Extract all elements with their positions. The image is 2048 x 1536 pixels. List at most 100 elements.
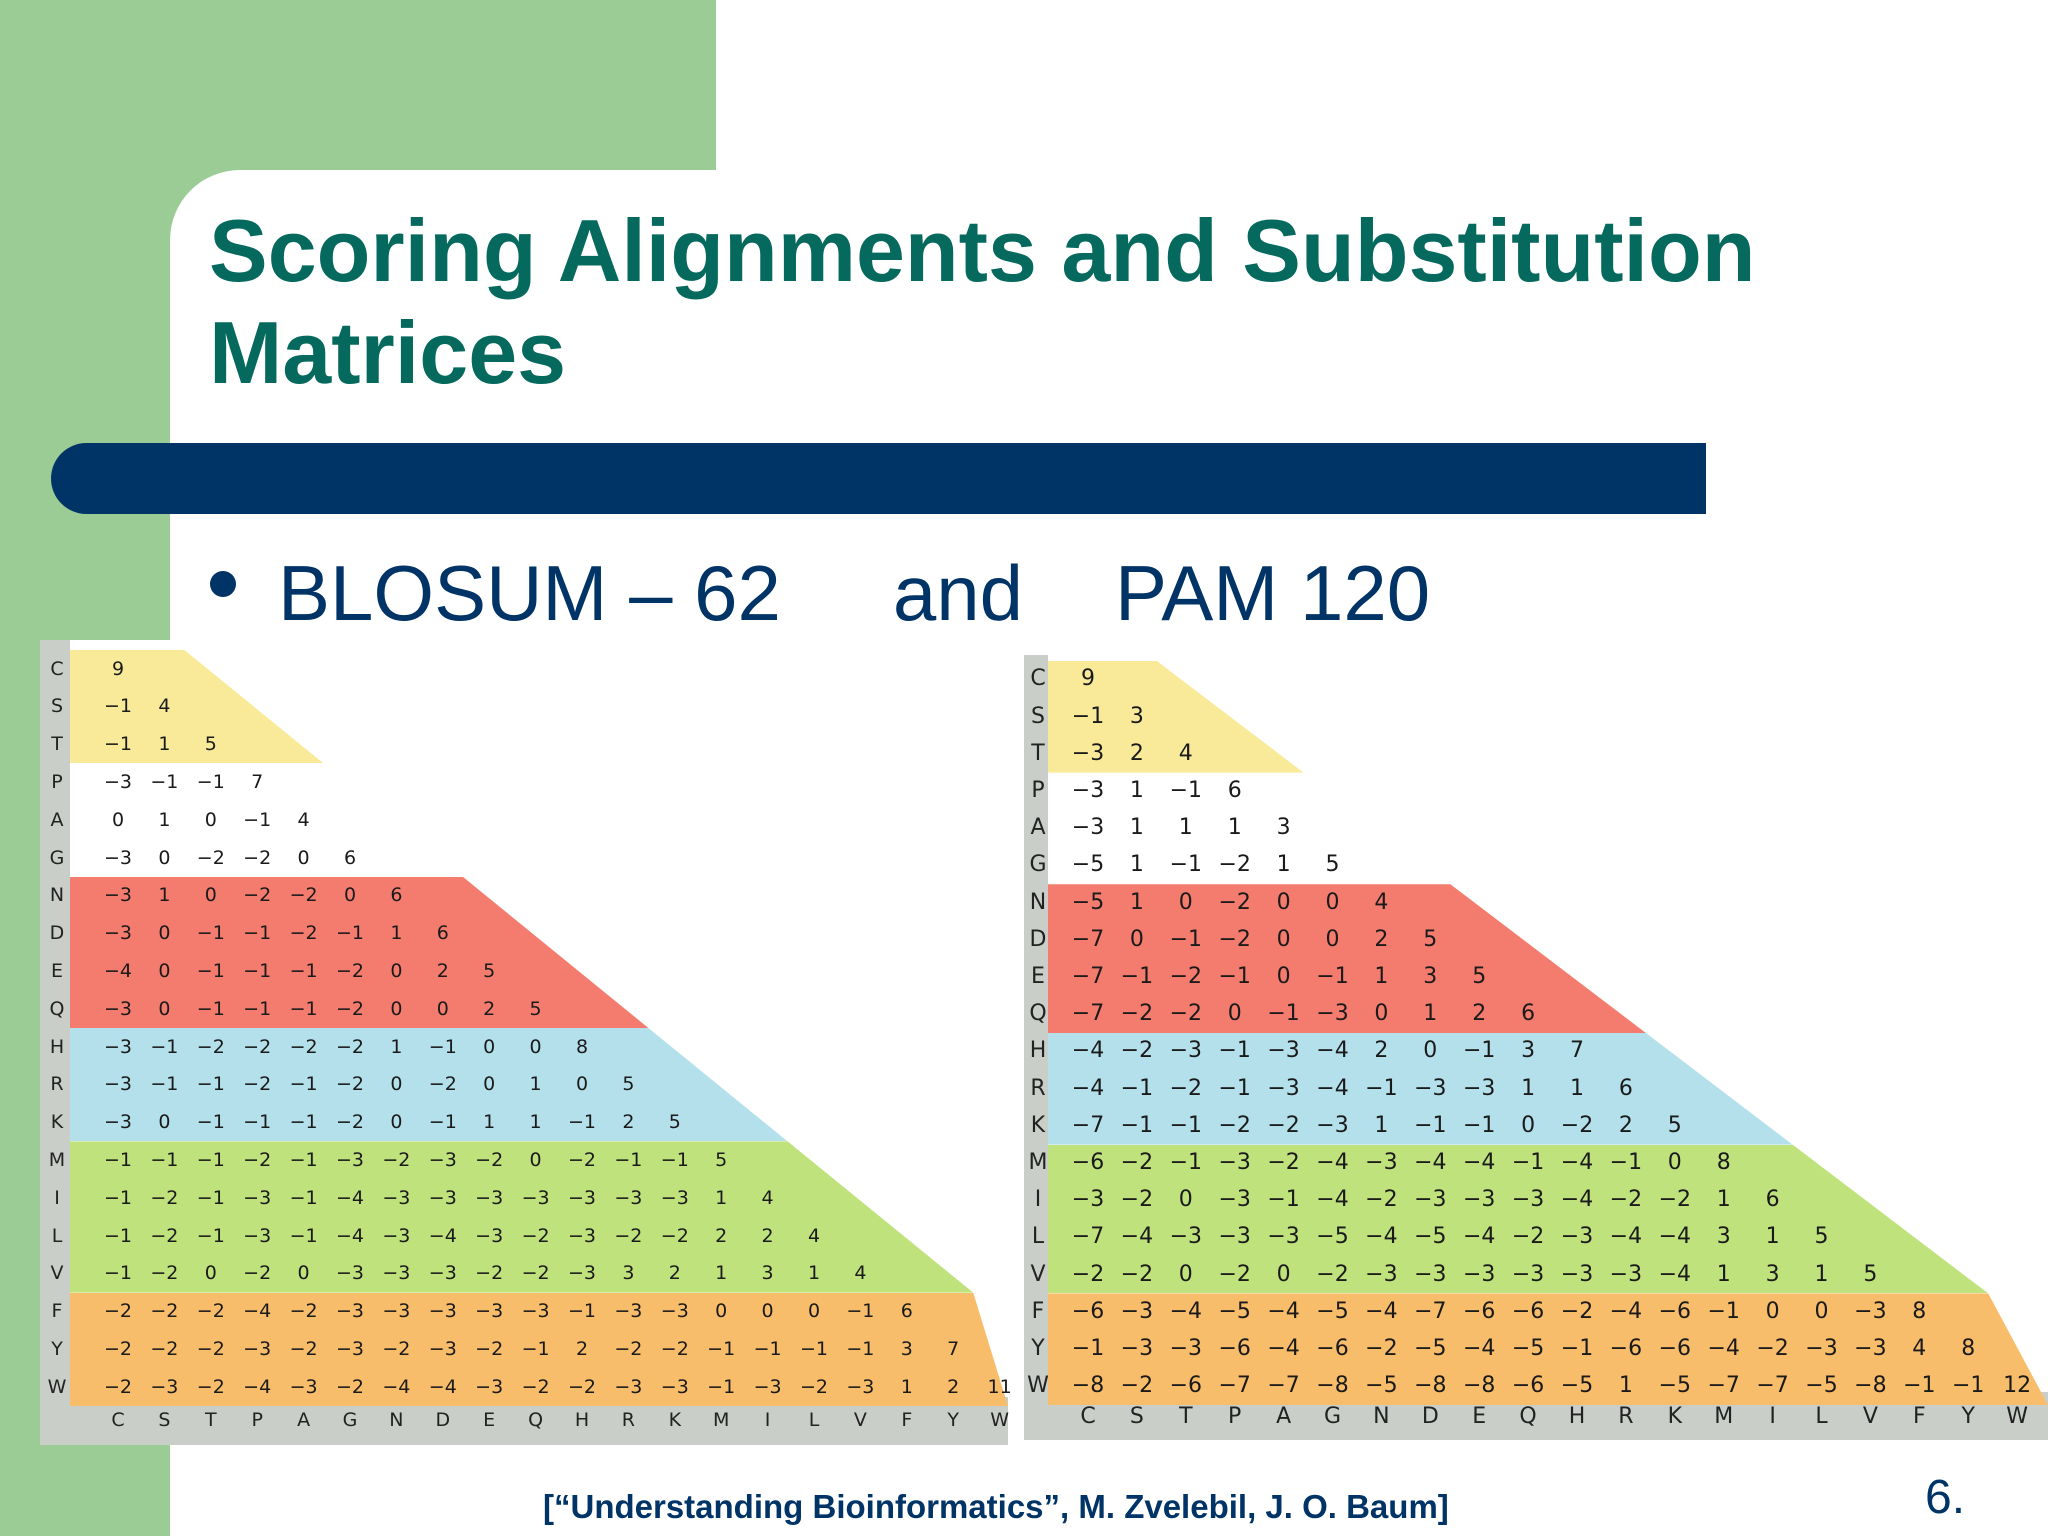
matrix-cell: −3: [1462, 1261, 1496, 1287]
matrix-cell: −1: [289, 1073, 318, 1096]
matrix-cell: 2: [1129, 740, 1144, 766]
matrix-cell: −3: [428, 1186, 457, 1209]
matrix-cell: −2: [289, 1300, 318, 1323]
matrix-cell: −2: [335, 1073, 365, 1096]
matrix-cell: −1: [243, 922, 272, 945]
matrix-cell: 0: [1423, 1038, 1438, 1064]
matrix-cell: −1: [1414, 1112, 1447, 1138]
row-label: D: [1029, 926, 1047, 952]
matrix-cell: 0: [1276, 926, 1291, 952]
matrix-cell: −3: [335, 1337, 365, 1360]
matrix-cell: −3: [428, 1300, 457, 1323]
matrix-cell: −4: [1658, 1224, 1692, 1250]
matrix-cell: 5: [1472, 964, 1487, 989]
matrix-cell: −1: [1462, 1038, 1496, 1064]
matrix-cell: −2: [1560, 1112, 1594, 1138]
row-label: L: [51, 1224, 63, 1247]
column-label: L: [808, 1409, 820, 1431]
matrix-cell: 0: [529, 1035, 542, 1058]
matrix-cell: 9: [1081, 666, 1095, 692]
matrix-cell: −1: [753, 1337, 782, 1360]
matrix-cell: −1: [196, 959, 225, 982]
column-label: Q: [1519, 1404, 1537, 1429]
matrix-cell: 5: [715, 1148, 728, 1171]
matrix-cell: −1: [196, 997, 225, 1020]
matrix-cell: −4: [1316, 1075, 1349, 1101]
matrix-cell: −3: [660, 1300, 689, 1323]
matrix-cell: −1: [1169, 926, 1203, 952]
matrix-cell: −8: [1462, 1373, 1496, 1399]
matrix-cell: −4: [1316, 1150, 1349, 1175]
matrix-cell: −3: [1462, 1187, 1496, 1213]
matrix-cell: −1: [196, 1224, 225, 1247]
matrix-cell: −1: [1169, 778, 1203, 803]
matrix-cell: −3: [103, 922, 133, 945]
bullet-and-label: and: [892, 548, 1024, 637]
matrix-cell: 0: [1325, 889, 1340, 915]
matrix-cell: −2: [335, 1111, 365, 1134]
matrix-cell: −1: [846, 1300, 875, 1323]
matrix-cell: 6: [1618, 1075, 1633, 1101]
matrix-cell: −4: [1365, 1224, 1398, 1250]
matrix-cell: 0: [575, 1073, 589, 1096]
matrix-cell: −2: [567, 1375, 597, 1398]
matrix-cell: −5: [1071, 889, 1105, 915]
matrix-cell: −3: [335, 1300, 365, 1323]
matrix-cell: −3: [103, 770, 133, 793]
matrix-cell: −2: [799, 1375, 829, 1398]
matrix-cell: 0: [1276, 889, 1291, 915]
matrix-cell: −2: [1218, 926, 1251, 952]
row-label: H: [49, 1035, 65, 1058]
matrix-cell: −1: [1218, 964, 1251, 989]
matrix-cell: −2: [1120, 1038, 1154, 1064]
row-label: P: [1031, 778, 1045, 803]
row-label: T: [1031, 740, 1045, 766]
matrix-cell: −2: [103, 1337, 133, 1360]
matrix-cell: −2: [196, 846, 225, 869]
matrix-cell: −2: [1218, 852, 1251, 878]
matrix-cell: −1: [567, 1300, 597, 1323]
matrix-cell: −2: [1218, 1261, 1251, 1287]
matrix-cell: −4: [1414, 1150, 1447, 1175]
matrix-cell: −2: [103, 1300, 133, 1323]
matrix-cell: −2: [196, 1337, 225, 1360]
matrix-cell: −2: [243, 884, 272, 907]
matrix-cell: 3: [1276, 815, 1291, 841]
row-label: S: [1031, 703, 1045, 729]
column-label: S: [158, 1409, 171, 1431]
matrix-cell: −2: [150, 1224, 179, 1247]
matrix-cell: −2: [475, 1337, 504, 1360]
matrix-cell: −2: [150, 1300, 179, 1323]
matrix-cell: 6: [1521, 1001, 1536, 1027]
column-label: K: [1667, 1404, 1683, 1429]
matrix-cell: −2: [382, 1337, 411, 1360]
matrix-cell: −1: [1071, 1336, 1105, 1361]
matrix-cell: −2: [521, 1224, 550, 1247]
matrix-cell: −2: [1609, 1187, 1643, 1213]
matrix-cell: −1: [289, 1224, 318, 1247]
matrix-cell: −2: [1511, 1224, 1545, 1250]
matrix-cell: 7: [251, 770, 264, 793]
matrix-cell: −5: [1805, 1373, 1838, 1399]
matrix-cell: −2: [475, 1262, 504, 1285]
matrix-cell: −2: [335, 997, 365, 1020]
column-label: D: [1421, 1404, 1439, 1429]
matrix-cell: −3: [1511, 1261, 1545, 1287]
matrix-cell: −3: [567, 1262, 597, 1285]
matrix-cell: 1: [1129, 778, 1144, 803]
matrix-cell: 0: [1276, 964, 1291, 989]
matrix-cell: 1: [1716, 1261, 1731, 1287]
matrix-cell: −1: [1218, 1075, 1251, 1101]
matrix-cell: 0: [1227, 1001, 1242, 1027]
column-label: T: [1179, 1404, 1193, 1429]
matrix-cell: −3: [1511, 1187, 1545, 1213]
matrix-cell: −5: [1658, 1373, 1692, 1399]
matrix-cell: −2: [1169, 1075, 1203, 1101]
matrix-cell: 2: [668, 1262, 681, 1285]
matrix-cell: −1: [1462, 1112, 1496, 1138]
row-header-strip: [40, 640, 70, 1445]
matrix-cell: −3: [382, 1224, 411, 1247]
matrix-cell: −3: [475, 1186, 504, 1209]
column-label: W: [990, 1409, 1009, 1431]
matrix-cell: −1: [196, 1148, 225, 1171]
